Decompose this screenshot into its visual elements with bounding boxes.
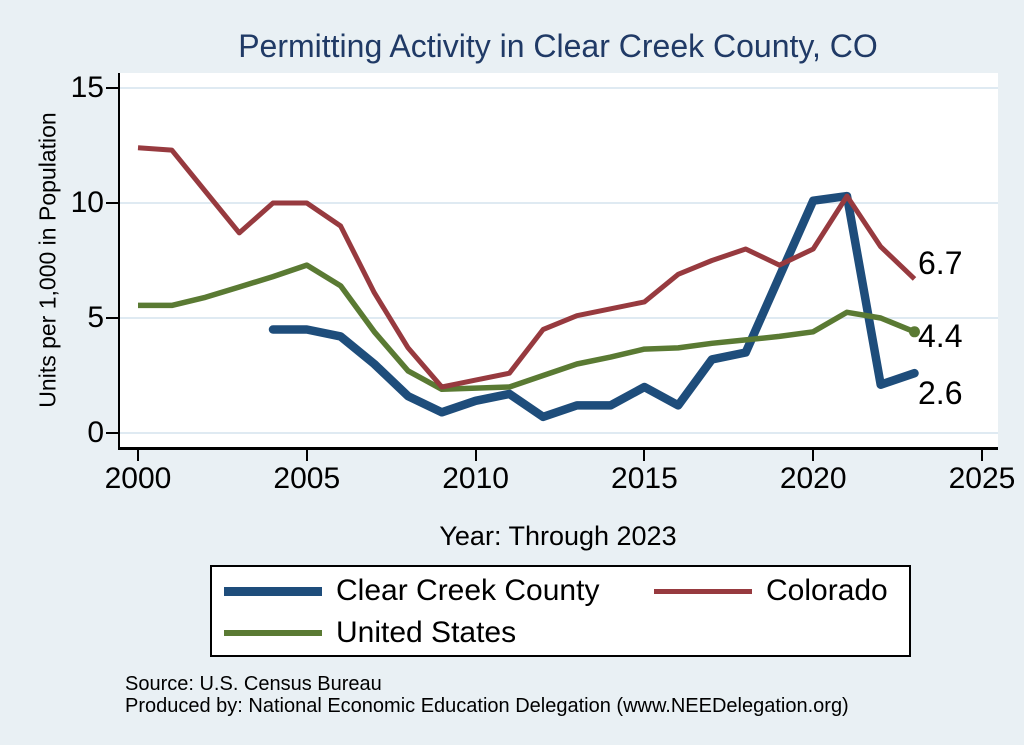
legend-entry-colorado: Colorado (642, 570, 909, 612)
y-tick-0 (106, 432, 118, 434)
series-line-us (138, 262, 916, 393)
x-tick-label-2005: 2005 (273, 462, 341, 495)
legend-entry-clear-creek-county: Clear Creek County (212, 570, 642, 612)
legend: Clear Creek County Colorado United State… (210, 565, 911, 657)
source-note: Source: U.S. Census Bureau (125, 673, 382, 695)
y-tick-label-15: 15 (70, 71, 104, 104)
plot-area (118, 73, 998, 450)
y-tick-label-0: 0 (87, 416, 104, 449)
x-tick-2000 (137, 450, 139, 461)
footer-notes: Source: U.S. Census Bureau Produced by: … (125, 673, 849, 717)
x-tick-2005 (305, 450, 308, 461)
series-line-colorado (137, 145, 917, 390)
legend-label-clear-creek-county: Clear Creek County (336, 574, 600, 607)
legend-swatch-clear-creek-county (224, 586, 322, 596)
legend-swatch-united-states (224, 630, 322, 636)
legend-grid: Clear Creek County Colorado United State… (212, 567, 909, 654)
y-tick-label-5: 5 (87, 301, 104, 334)
x-tick-2010 (474, 450, 477, 461)
y-tick-15 (106, 87, 118, 89)
x-tick-2020 (812, 450, 815, 461)
x-tick-label-2020: 2020 (779, 462, 847, 495)
end-label-us: 4.4 (918, 317, 963, 354)
chart-title: Permitting Activity in Clear Creek Count… (238, 28, 878, 64)
legend-label-united-states: United States (336, 616, 517, 649)
y-tick-label-10: 10 (70, 186, 104, 219)
producer-note: Produced by: National Economic Education… (125, 694, 849, 717)
legend-label-colorado: Colorado (766, 574, 888, 607)
legend-entry-united-states: United States (212, 612, 642, 654)
x-tick-label-2000: 2000 (104, 462, 172, 495)
x-tick-2015 (643, 450, 646, 461)
x-tick-label-2015: 2015 (611, 462, 678, 495)
x-tick-2025 (981, 450, 983, 461)
end-label-clear_creek: 2.6 (918, 375, 963, 412)
y-tick-5 (106, 317, 118, 319)
y-tick-10 (106, 202, 118, 204)
x-axis-title: Year: Through 2023 (439, 521, 677, 551)
end-label-colorado: 6.7 (918, 244, 963, 281)
x-tick-label-2010: 2010 (442, 462, 509, 495)
y-axis-title: Units per 1,000 in Population (34, 112, 61, 408)
legend-swatch-colorado (654, 588, 752, 594)
plot-canvas (118, 73, 998, 450)
x-tick-label-2025: 2025 (948, 462, 1016, 495)
series-line-clear_creek (268, 191, 919, 422)
series-end-marker-us (908, 326, 920, 338)
